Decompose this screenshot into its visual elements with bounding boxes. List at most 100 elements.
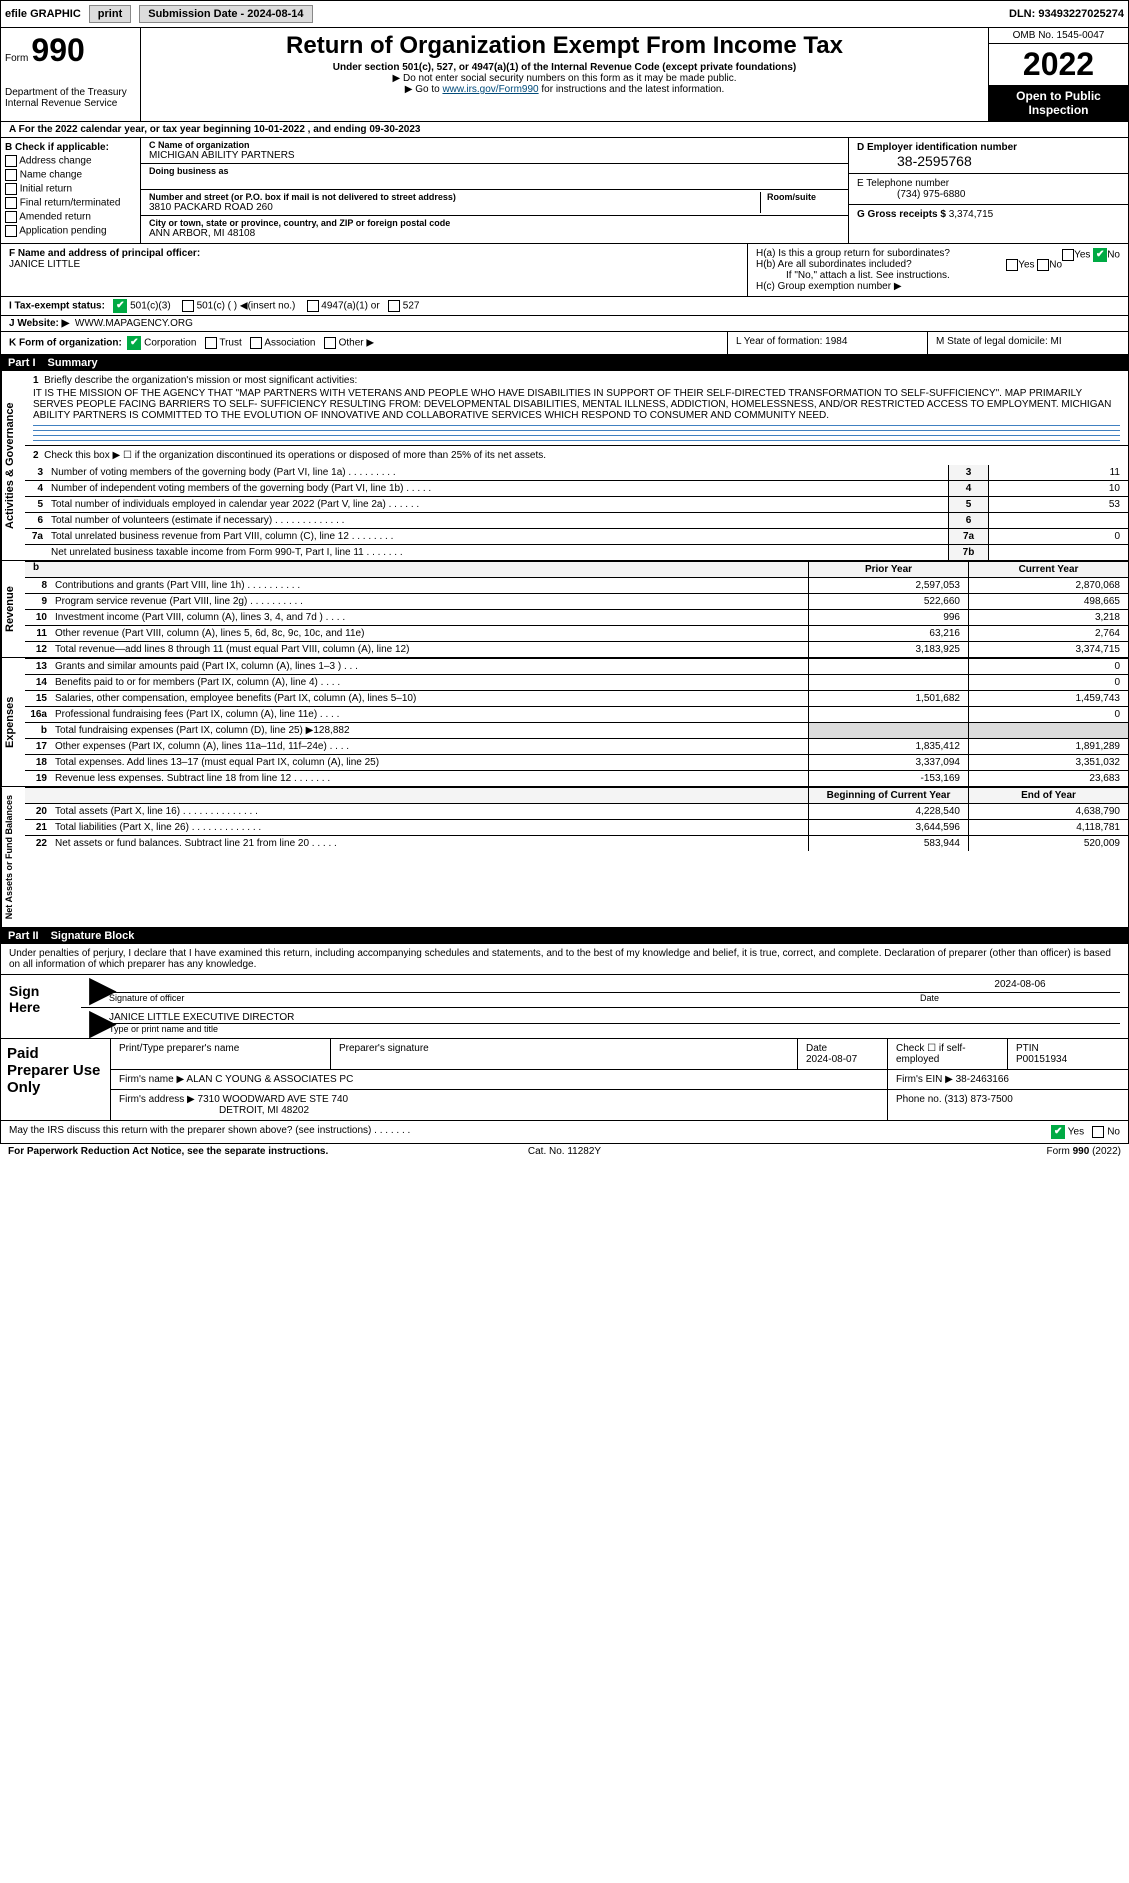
revenue-row: 9Program service revenue (Part VIII, lin… xyxy=(25,593,1128,609)
ha-no-checkbox[interactable]: ✔ xyxy=(1093,248,1107,262)
revenue-row: 12Total revenue—add lines 8 through 11 (… xyxy=(25,641,1128,657)
chk-name-change[interactable]: Name change xyxy=(5,169,136,181)
g-amount: 3,374,715 xyxy=(949,209,994,220)
expense-row: 18Total expenses. Add lines 13–17 (must … xyxy=(25,754,1128,770)
info-block: B Check if applicable: Address change Na… xyxy=(0,138,1129,244)
k-assoc-checkbox[interactable] xyxy=(250,337,262,349)
efile-label: efile GRAPHIC xyxy=(5,8,81,20)
ha-yes-checkbox[interactable] xyxy=(1062,249,1074,261)
chk-address-change[interactable]: Address change xyxy=(5,155,136,167)
column-c: C Name of organization MICHIGAN ABILITY … xyxy=(141,138,848,243)
part2-subtitle: Signature Block xyxy=(51,930,135,942)
tax-year: 2022 xyxy=(989,44,1128,85)
i-527-checkbox[interactable] xyxy=(388,300,400,312)
gov-row: 4Number of independent voting members of… xyxy=(25,480,1128,496)
omb-number: OMB No. 1545-0047 xyxy=(989,28,1128,44)
ein-cell: D Employer identification number 38-2595… xyxy=(849,138,1128,174)
chk-application-pending[interactable]: Application pending xyxy=(5,225,136,237)
form-title: Return of Organization Exempt From Incom… xyxy=(149,32,980,60)
sig-right: ▶ Signature of officer 2024-08-06 Date ▶… xyxy=(81,975,1128,1038)
firm-phone-cell: Phone no. (313) 873-7500 xyxy=(888,1090,1128,1120)
h-a: H(a) Is this a group return for subordin… xyxy=(756,248,1120,259)
part2-label: Part II xyxy=(8,930,39,942)
prep-name-label: Print/Type preparer's name xyxy=(111,1039,331,1069)
revenue-row: 8Contributions and grants (Part VIII, li… xyxy=(25,577,1128,593)
group-return: H(a) Is this a group return for subordin… xyxy=(748,244,1128,296)
revenue-row: 11Other revenue (Part VIII, column (A), … xyxy=(25,625,1128,641)
form-label: Form xyxy=(5,53,28,64)
state-domicile: M State of legal domicile: MI xyxy=(928,332,1128,354)
chk-amended[interactable]: Amended return xyxy=(5,211,136,223)
governance-body: 1 Briefly describe the organization's mi… xyxy=(25,371,1128,560)
self-employed-check[interactable]: Check ☐ if self-employed xyxy=(888,1039,1008,1069)
officer-printed-name: JANICE LITTLE EXECUTIVE DIRECTOR xyxy=(109,1012,1120,1024)
row-a: A For the 2022 calendar year, or tax yea… xyxy=(0,122,1129,138)
i-4947-checkbox[interactable] xyxy=(307,300,319,312)
b-title: B Check if applicable: xyxy=(5,142,136,153)
footer-line: For Paperwork Reduction Act Notice, see … xyxy=(0,1144,1129,1159)
tab-expenses: Expenses xyxy=(1,658,25,786)
form-of-org: K Form of organization: ✔ Corporation Tr… xyxy=(1,332,728,354)
chk-final-return[interactable]: Final return/terminated xyxy=(5,197,136,209)
part1-header: Part I Summary xyxy=(0,355,1129,371)
expense-row: 17Other expenses (Part IX, column (A), l… xyxy=(25,738,1128,754)
tab-net-assets: Net Assets or Fund Balances xyxy=(1,787,25,927)
part1-net-assets: Net Assets or Fund Balances Beginning of… xyxy=(0,787,1129,928)
h-c: H(c) Group exemption number ▶ xyxy=(756,281,1120,292)
sig-officer-label: Signature of officer xyxy=(109,993,920,1003)
prep-row-3: Firm's address ▶ 7310 WOODWARD AVE STE 7… xyxy=(111,1090,1128,1120)
beginning-year-header: Beginning of Current Year xyxy=(808,788,968,803)
form990-link[interactable]: www.irs.gov/Form990 xyxy=(442,84,538,95)
line2: 2 Check this box ▶ ☐ if the organization… xyxy=(25,446,1128,465)
prior-year-header: Prior Year xyxy=(808,562,968,577)
expense-row: 14Benefits paid to or for members (Part … xyxy=(25,674,1128,690)
print-button[interactable]: print xyxy=(89,5,131,23)
room-label: Room/suite xyxy=(767,192,840,202)
firm-name-cell: Firm's name ▶ ALAN C YOUNG & ASSOCIATES … xyxy=(111,1070,888,1089)
principal-officer: F Name and address of principal officer:… xyxy=(1,244,748,296)
discuss-yes-checkbox[interactable]: ✔ xyxy=(1051,1125,1065,1139)
row-fh: F Name and address of principal officer:… xyxy=(0,244,1129,297)
prep-sig-label: Preparer's signature xyxy=(331,1039,798,1069)
net-row: 21Total liabilities (Part X, line 26) . … xyxy=(25,819,1128,835)
prep-date: Date 2024-08-07 xyxy=(798,1039,888,1069)
k-trust-checkbox[interactable] xyxy=(205,337,217,349)
gross-receipts-cell: G Gross receipts $ 3,374,715 xyxy=(849,205,1128,224)
k-corp-checkbox[interactable]: ✔ xyxy=(127,336,141,350)
current-year-header: Current Year xyxy=(968,562,1128,577)
hb-yes-checkbox[interactable] xyxy=(1006,259,1018,271)
form-ref: Form 990 (2022) xyxy=(750,1146,1121,1157)
phone-cell: E Telephone number (734) 975-6880 xyxy=(849,174,1128,205)
revenue-row: 10Investment income (Part VIII, column (… xyxy=(25,609,1128,625)
k-other-checkbox[interactable] xyxy=(324,337,336,349)
gov-row: 6Total number of volunteers (estimate if… xyxy=(25,512,1128,528)
fin-header-rev: b Prior Year Current Year xyxy=(25,561,1128,577)
gov-row: 5Total number of individuals employed in… xyxy=(25,496,1128,512)
expense-row: 16aProfessional fundraising fees (Part I… xyxy=(25,706,1128,722)
department: Department of the Treasury Internal Reve… xyxy=(5,87,136,109)
form-number: 990 xyxy=(31,32,84,68)
ptin-cell: PTIN P00151934 xyxy=(1008,1039,1128,1069)
j-label: J Website: ▶ xyxy=(9,318,69,329)
sign-here-label: Sign Here xyxy=(1,975,81,1038)
gov-row: 7aTotal unrelated business revenue from … xyxy=(25,528,1128,544)
website: WWW.MAPAGENCY.ORG xyxy=(75,318,193,329)
i-501c3-checkbox[interactable]: ✔ xyxy=(113,299,127,313)
declaration: Under penalties of perjury, I declare th… xyxy=(0,944,1129,975)
addr-label: Number and street (or P.O. box if mail i… xyxy=(149,192,760,202)
subtitle-3: ▶ Go to www.irs.gov/Form990 for instruct… xyxy=(149,84,980,95)
hb-no-checkbox[interactable] xyxy=(1037,259,1049,271)
ein-value: 38-2595768 xyxy=(857,153,1120,169)
column-right: D Employer identification number 38-2595… xyxy=(848,138,1128,243)
i-501c-checkbox[interactable] xyxy=(182,300,194,312)
tab-revenue: Revenue xyxy=(1,561,25,657)
chk-initial-return[interactable]: Initial return xyxy=(5,183,136,195)
prep-row-2: Firm's name ▶ ALAN C YOUNG & ASSOCIATES … xyxy=(111,1070,1128,1090)
part2-header: Part II Signature Block xyxy=(0,928,1129,944)
expenses-body: 13Grants and similar amounts paid (Part … xyxy=(25,658,1128,786)
phone-value: (734) 975-6880 xyxy=(857,189,1120,200)
year-formation: L Year of formation: 1984 xyxy=(728,332,928,354)
column-b: B Check if applicable: Address change Na… xyxy=(1,138,141,243)
line1-label: Briefly describe the organization's miss… xyxy=(44,375,357,386)
discuss-no-checkbox[interactable] xyxy=(1092,1126,1104,1138)
